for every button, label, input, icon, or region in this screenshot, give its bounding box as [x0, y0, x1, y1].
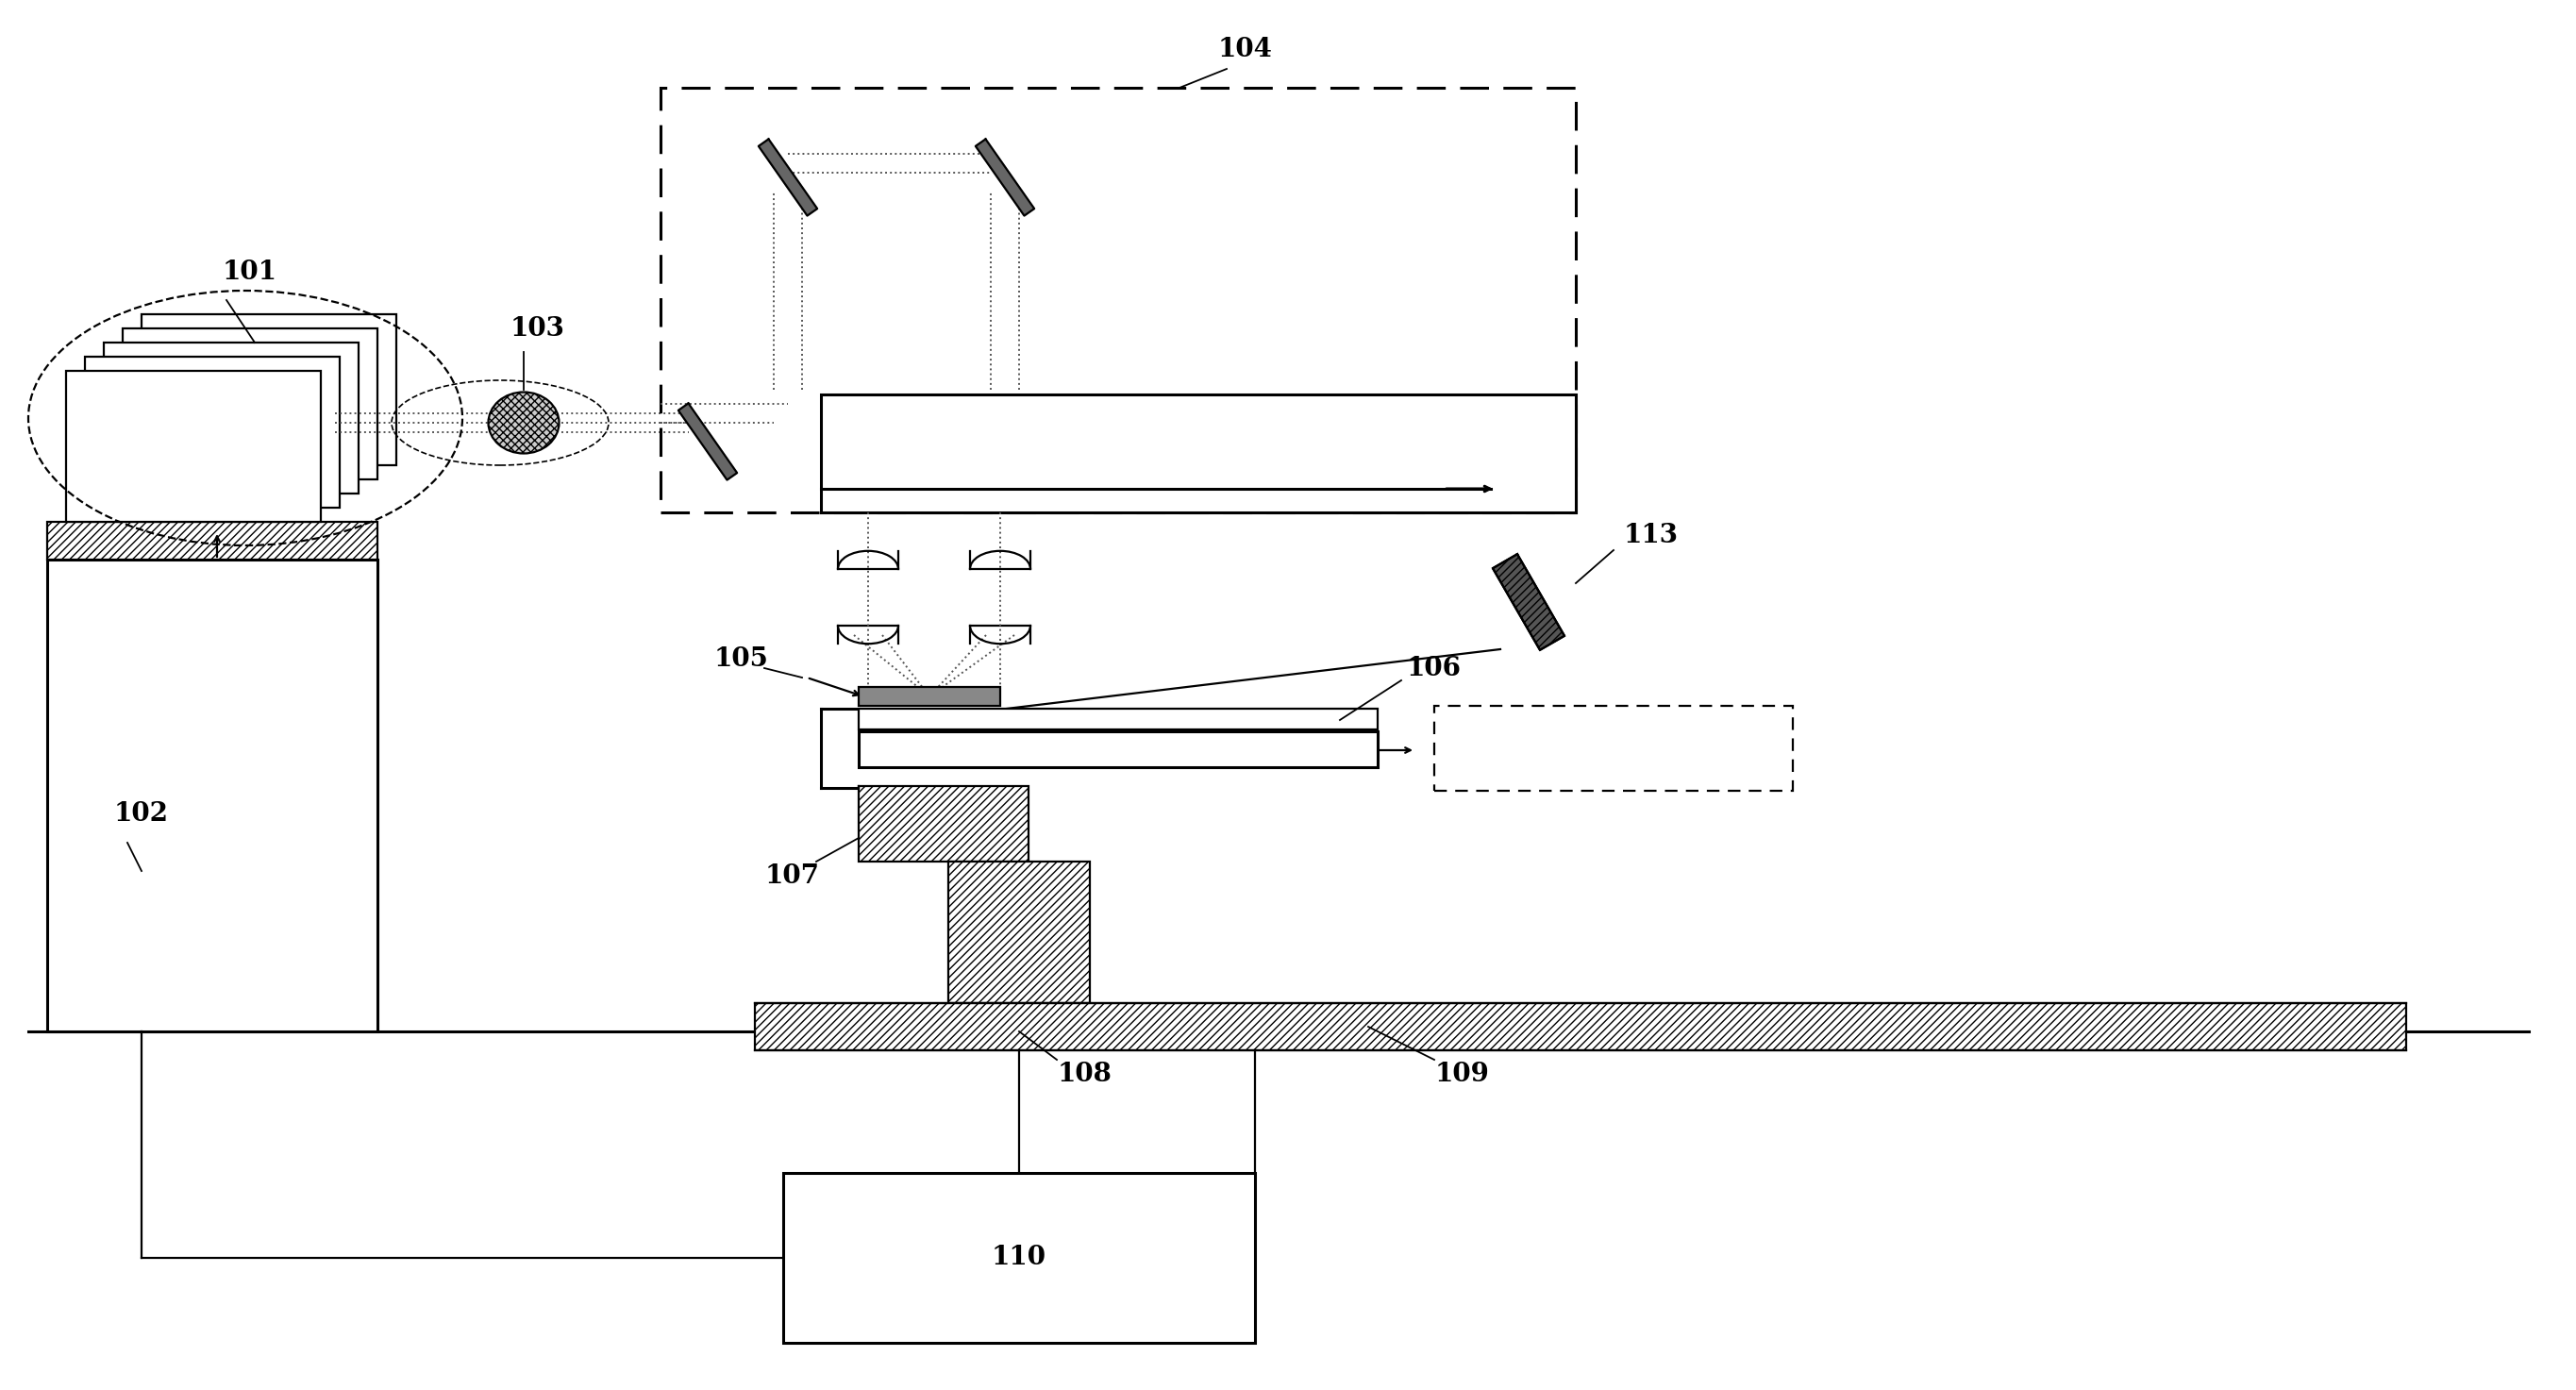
Bar: [858, 787, 1028, 862]
Text: 106: 106: [1406, 655, 1461, 681]
Polygon shape: [757, 139, 817, 215]
Text: 110: 110: [992, 1245, 1046, 1270]
Bar: [755, 1004, 2406, 1051]
Bar: [858, 709, 1378, 730]
Bar: [46, 560, 379, 1031]
Bar: [948, 862, 1090, 1004]
Text: 102: 102: [113, 802, 170, 827]
Text: 105: 105: [714, 646, 768, 671]
Bar: [858, 687, 999, 706]
Bar: [822, 395, 1577, 513]
Bar: [948, 862, 1090, 1004]
Bar: [46, 521, 379, 560]
Text: 107: 107: [765, 863, 819, 888]
Bar: [103, 342, 358, 493]
Bar: [67, 371, 322, 521]
Text: 109: 109: [1435, 1061, 1489, 1087]
Bar: [85, 357, 340, 507]
Bar: [1435, 706, 1793, 791]
Bar: [858, 731, 1378, 767]
Ellipse shape: [489, 392, 559, 453]
Bar: [755, 1004, 2406, 1051]
Polygon shape: [1492, 555, 1564, 651]
Text: 103: 103: [510, 316, 564, 341]
Text: 108: 108: [1059, 1061, 1113, 1087]
Bar: [659, 88, 1577, 513]
Text: 104: 104: [1218, 38, 1273, 63]
Bar: [142, 314, 397, 466]
Text: 101: 101: [222, 259, 278, 285]
Text: 113: 113: [1623, 523, 1680, 549]
Polygon shape: [1492, 555, 1564, 651]
Bar: [783, 1173, 1255, 1343]
Bar: [124, 328, 379, 480]
Polygon shape: [976, 139, 1036, 215]
Polygon shape: [677, 403, 737, 480]
Bar: [46, 521, 379, 560]
Bar: [858, 787, 1028, 862]
